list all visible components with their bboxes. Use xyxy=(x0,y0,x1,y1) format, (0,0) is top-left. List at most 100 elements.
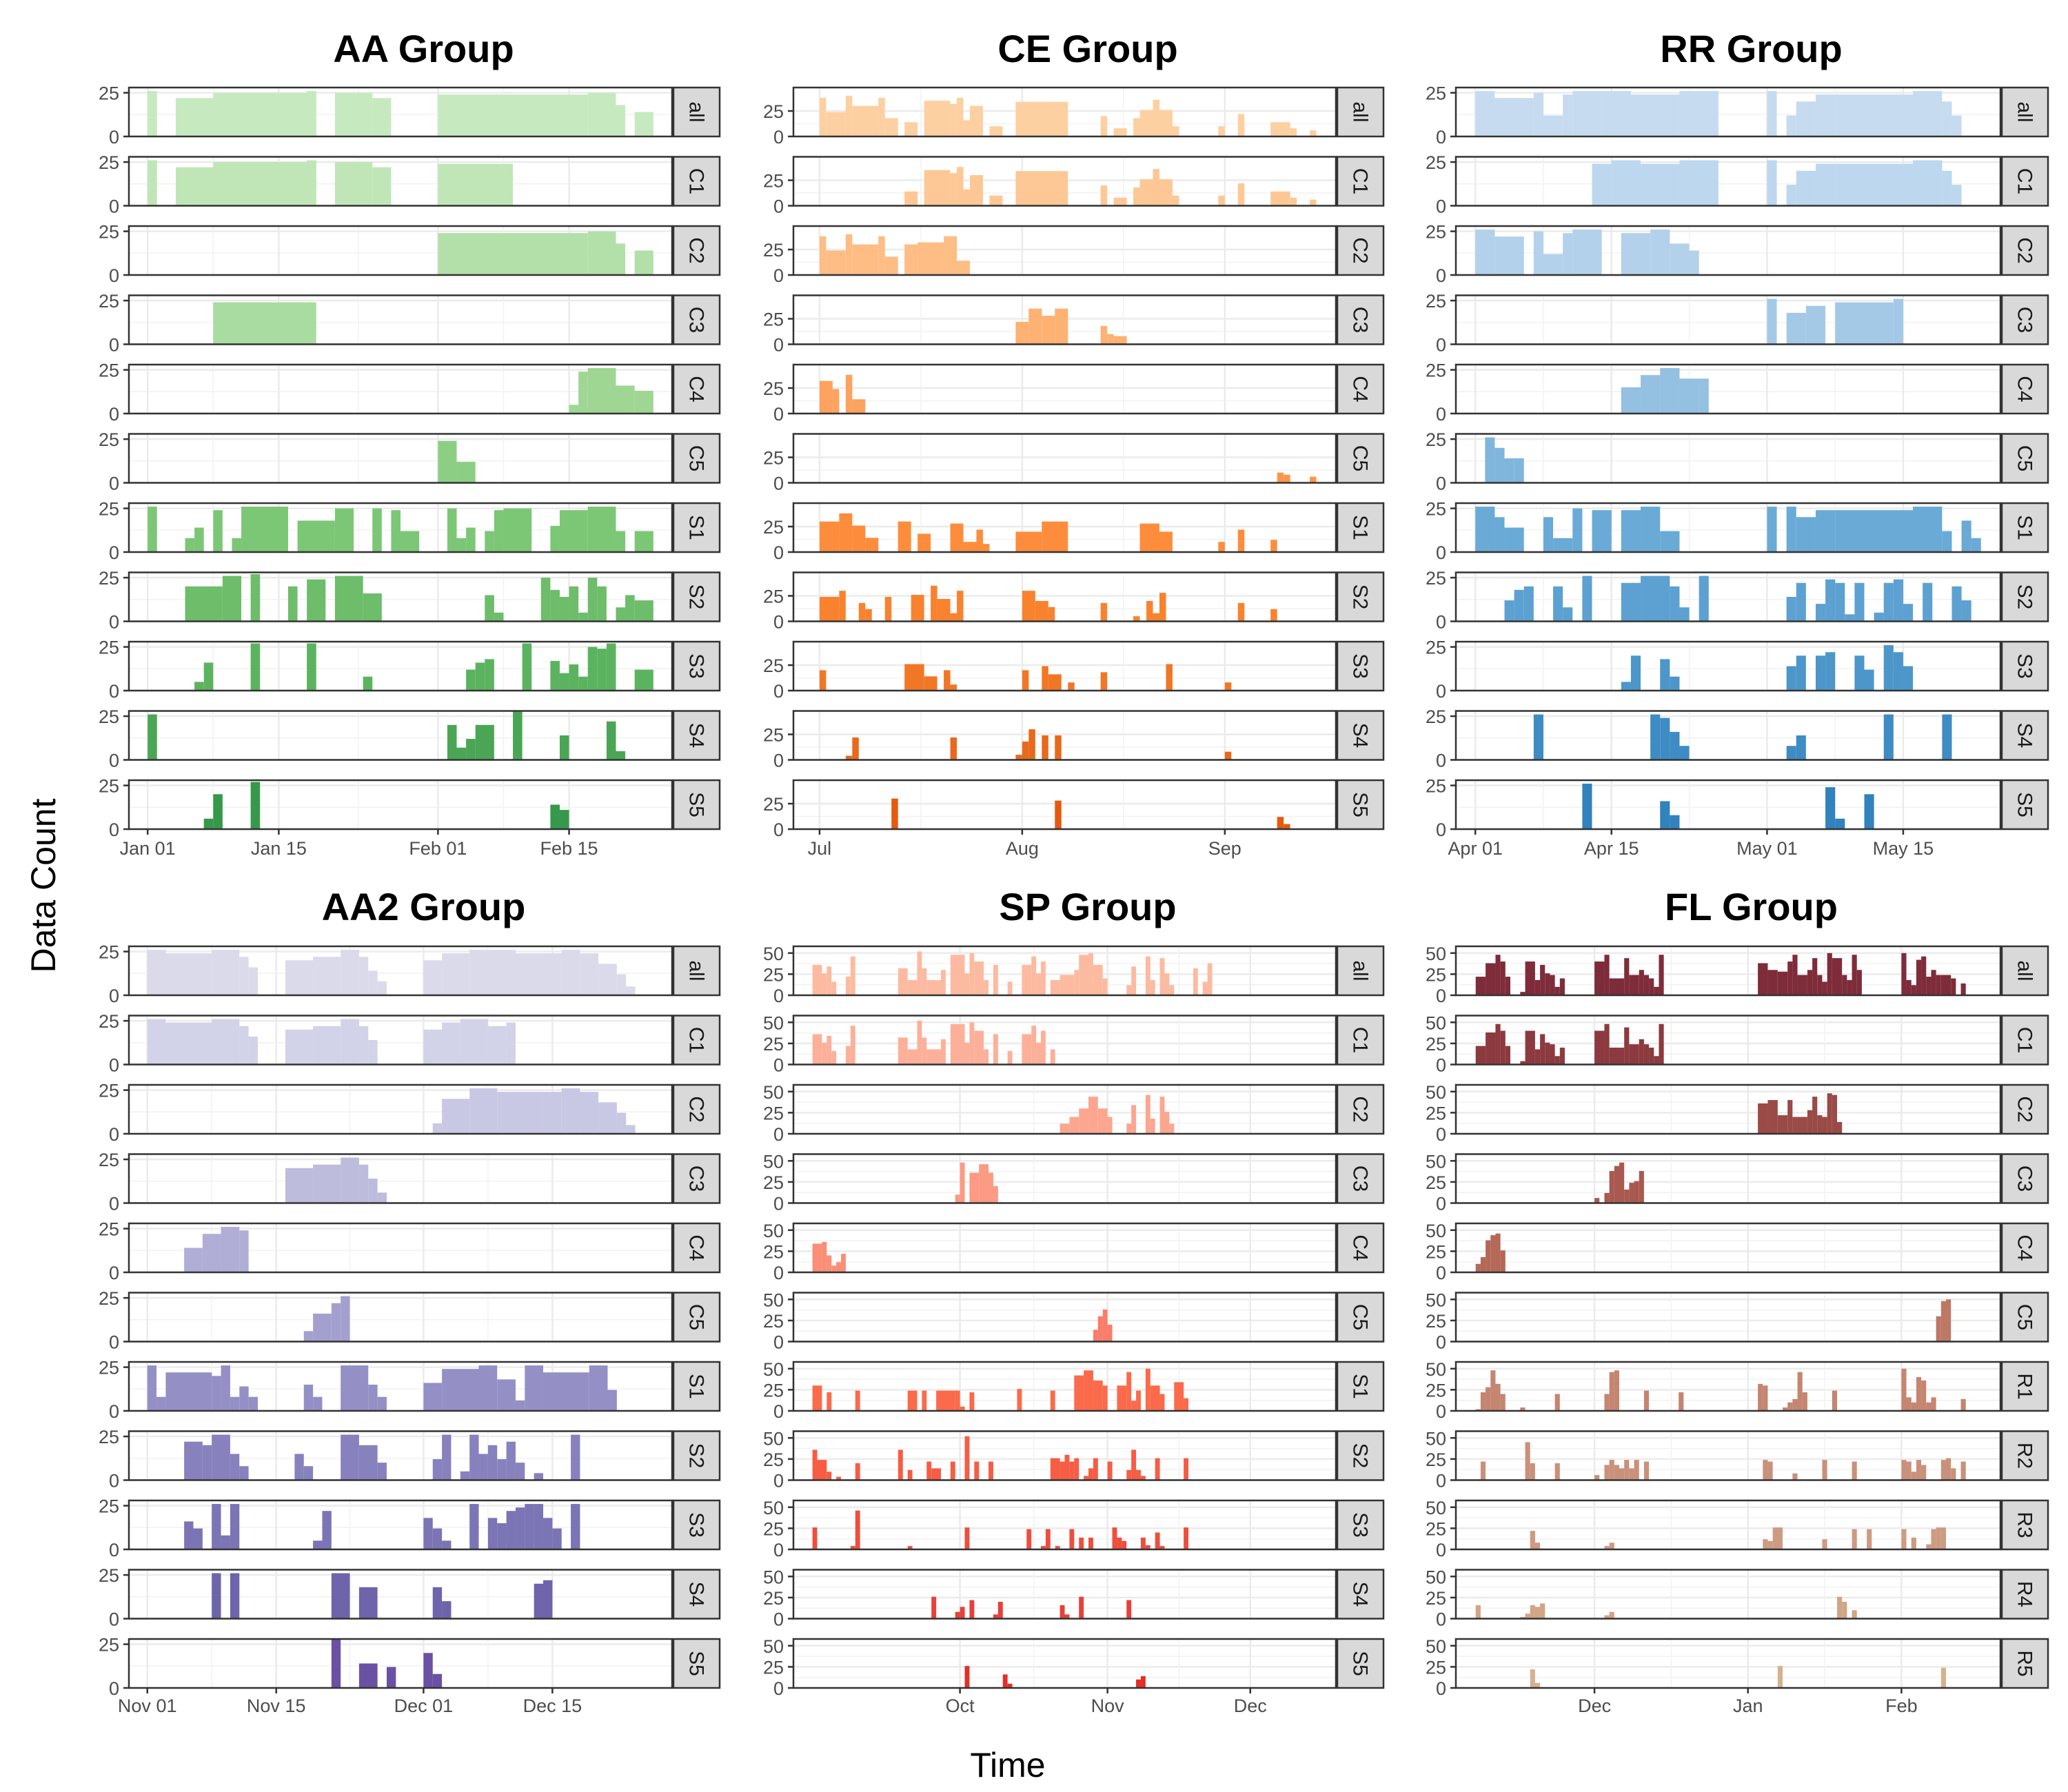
bar xyxy=(1815,163,1836,206)
bar xyxy=(497,1379,516,1411)
facet-border xyxy=(128,1083,673,1135)
bar xyxy=(438,440,457,483)
bar xyxy=(569,586,579,622)
bar xyxy=(494,510,504,552)
bar xyxy=(1643,975,1650,995)
bar xyxy=(1822,1117,1827,1134)
bar xyxy=(941,1039,946,1065)
bar xyxy=(1126,1600,1132,1619)
bar xyxy=(957,261,971,275)
bar xyxy=(944,670,951,691)
facet-background xyxy=(1456,434,2000,483)
bar xyxy=(1036,1042,1041,1065)
bar xyxy=(1475,507,1495,552)
bar xyxy=(1611,160,1641,206)
facet-strip-label: C2 xyxy=(2014,237,2036,263)
bar xyxy=(358,1663,378,1688)
bar xyxy=(1093,964,1103,995)
bar xyxy=(1040,1546,1046,1549)
bar xyxy=(1270,609,1277,622)
bar xyxy=(1500,961,1506,995)
bar xyxy=(1504,527,1524,552)
facet-background xyxy=(1456,1292,2000,1342)
facet-C2: 0 25 C2 xyxy=(763,225,1385,286)
bar xyxy=(1068,682,1075,691)
facet-strip-label: C2 xyxy=(2014,1096,2036,1122)
facet-border xyxy=(128,156,673,207)
bar xyxy=(1699,378,1709,414)
bar xyxy=(1520,992,1525,995)
bar xyxy=(334,162,373,206)
bar xyxy=(1079,1596,1084,1619)
bar xyxy=(826,250,846,275)
y-tick-label: 25 xyxy=(763,1657,784,1678)
bar xyxy=(447,724,457,760)
bar xyxy=(878,97,885,136)
facet-strip-label: S4 xyxy=(2014,723,2036,749)
facet-border xyxy=(792,1153,1337,1204)
bar xyxy=(1913,91,1943,136)
y-tick-label: 0 xyxy=(109,1678,119,1699)
bar xyxy=(993,1614,998,1619)
bar xyxy=(358,1445,378,1480)
facet-strip-label: S3 xyxy=(685,653,708,679)
bar xyxy=(1961,520,1971,552)
facet-background xyxy=(793,1362,1336,1411)
facet-strip-label: C2 xyxy=(685,1096,708,1122)
bar xyxy=(334,576,363,622)
bar xyxy=(368,1384,378,1411)
bar xyxy=(1786,746,1796,760)
bar xyxy=(955,1611,960,1619)
y-tick-label: 50 xyxy=(1426,1012,1446,1033)
chart-title: AA2 Group xyxy=(322,885,526,928)
bar xyxy=(1475,1605,1481,1619)
y-tick-label: 0 xyxy=(1436,986,1446,1006)
bar xyxy=(1064,1454,1070,1480)
bar xyxy=(1100,185,1108,206)
bar xyxy=(1040,1030,1046,1065)
facet-strip xyxy=(672,86,721,138)
bar xyxy=(1629,1183,1634,1203)
y-tick-label: 0 xyxy=(109,751,119,771)
bar xyxy=(926,1461,932,1480)
bar xyxy=(950,684,957,691)
bar xyxy=(1572,230,1602,275)
y-tick-label: 50 xyxy=(763,1636,784,1657)
facet-strip xyxy=(1336,1015,1385,1066)
bar xyxy=(241,507,288,552)
y-tick-label: 25 xyxy=(763,1518,784,1539)
facet-background xyxy=(1456,711,2000,760)
y-tick-label: 25 xyxy=(1426,1657,1446,1678)
bar xyxy=(1174,1382,1184,1411)
bar xyxy=(984,1049,989,1065)
bar xyxy=(1807,970,1813,995)
bar xyxy=(1630,94,1680,136)
bar xyxy=(147,1019,166,1065)
bar xyxy=(1649,978,1654,995)
bar xyxy=(1525,1613,1530,1619)
bar xyxy=(1131,966,1137,995)
facet-background xyxy=(1456,642,2000,691)
facet-strip xyxy=(672,1222,721,1274)
bar xyxy=(1921,956,1927,995)
bar xyxy=(487,1026,507,1065)
bar xyxy=(1792,1398,1798,1411)
bar xyxy=(884,118,898,136)
bar xyxy=(836,1476,842,1480)
bar xyxy=(1952,185,1962,206)
facet-border xyxy=(128,1015,673,1066)
y-tick-label: 25 xyxy=(99,776,119,797)
bar xyxy=(1069,1529,1075,1549)
bar xyxy=(1807,1110,1813,1134)
facet-strip xyxy=(1336,640,1385,692)
facet-background xyxy=(793,1223,1336,1272)
bar xyxy=(1960,1398,1966,1411)
bar xyxy=(1670,731,1680,760)
bar xyxy=(1494,236,1524,275)
bar xyxy=(812,1034,822,1065)
chart-panel-5: FL Group02550all02550C102550C202550C3025… xyxy=(1426,885,2049,1716)
bar xyxy=(1660,717,1670,760)
bar xyxy=(1594,1475,1600,1480)
